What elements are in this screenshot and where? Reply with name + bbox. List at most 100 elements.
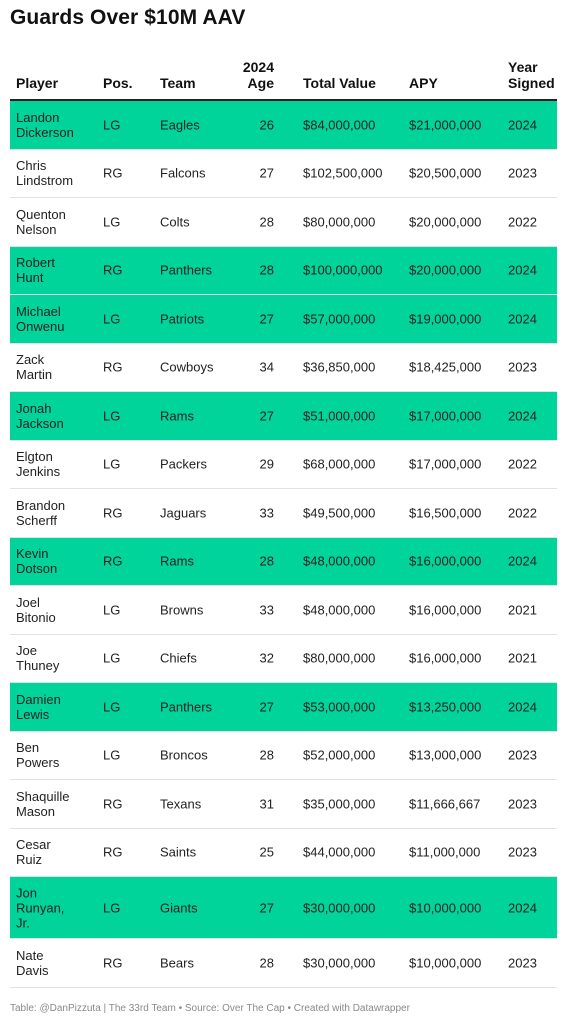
table-row: Cesar Ruiz RG Saints 25 $44,000,000 $11,000,00… [10,829,557,877]
apy-cell: $17,000,000 [409,456,482,472]
total-value-cell: $30,000,000 [303,955,376,971]
player-name-last: Thuney [16,658,60,674]
player-name-first: Damien [16,691,61,707]
team-cell: Patriots [160,311,205,327]
age-cell: 27 [259,900,274,915]
table-title: Guards Over $10M AAV [10,6,246,29]
year-signed-cell: 2023 [508,796,537,812]
table-row: Michael Onwenu LG Patriots 27 $57,000,000 $19,… [10,295,557,344]
total-value-cell: $36,850,000 [303,359,376,375]
year-signed-cell: 2023 [508,844,537,860]
position-cell: RG [103,359,123,375]
apy-cell: $13,250,000 [409,699,482,715]
player-name: Jonah Jackson [16,401,88,431]
table-body: Landon Dickerson LG Eagles 26 $84,000,000 $21,… [10,101,557,988]
header-player[interactable]: Player [16,75,59,91]
table-header: Player Pos. Team 2024 Age Total Value AP… [10,56,557,101]
year-signed-cell: 2024 [508,900,537,915]
table-row: Zack Martin RG Cowboys 34 $36,850,000 $18,425,… [10,344,557,392]
total-value-cell: $35,000,000 [303,796,376,812]
header-age[interactable]: 2024 Age [226,59,274,91]
player-name-suffix: Jr. [16,915,30,930]
player-name: Chris Lindstrom [16,158,88,188]
age-cell: 33 [259,505,274,521]
header-age-line2: Age [247,75,274,91]
player-name-first: Nate [16,947,44,963]
player-name: Cesar Ruiz [16,837,88,867]
player-name-last: Dickerson [16,124,74,140]
player-name-first: Quenton [16,206,66,222]
player-name-last: Lewis [16,706,50,722]
player-name: Elgton Jenkins [16,449,88,479]
player-name: Brandon Scherff [16,498,88,528]
age-cell: 34 [259,359,274,375]
position-cell: RG [103,505,123,521]
team-cell: Panthers [160,699,213,715]
total-value-cell: $49,500,000 [303,505,376,521]
player-name-last: Nelson [16,221,57,237]
year-signed-cell: 2024 [508,311,537,327]
header-apy[interactable]: APY [409,75,438,91]
apy-cell: $20,500,000 [409,165,482,181]
age-cell: 28 [259,262,274,278]
table-row: Landon Dickerson LG Eagles 26 $84,000,000 $21,… [10,101,557,150]
header-age-line1: 2024 [242,59,274,75]
player-name-last: Mason [16,803,56,819]
player-name: Landon Dickerson [16,110,88,140]
team-cell: Eagles [160,117,200,133]
year-signed-cell: 2023 [508,747,537,763]
guards-table: Player Pos. Team 2024 Age Total Value AP… [10,56,557,988]
year-signed-cell: 2024 [508,699,537,715]
year-signed-cell: 2022 [508,456,537,472]
apy-cell: $11,000,000 [409,844,481,860]
player-name: Joe Thuney [16,643,88,673]
player-name-last: Bitonio [16,609,56,625]
player-name-first: Jonah [16,400,52,416]
age-cell: 27 [259,408,274,424]
total-value-cell: $51,000,000 [303,408,376,424]
position-cell: RG [103,553,123,569]
position-cell: LG [103,311,121,327]
table-row: Robert Hunt RG Panthers 28 $100,000,000 $20,00… [10,246,557,295]
player-name-first: Shaquille [16,788,70,804]
age-cell: 31 [259,796,274,812]
table-row: Elgton Jenkins LG Packers 29 $68,000,000 $17,0… [10,441,557,489]
player-name-last: Davis [16,962,49,978]
position-cell: RG [103,844,123,860]
player-name-last: Runyan, [16,900,65,915]
apy-cell: $16,000,000 [409,602,482,618]
player-name-first: Kevin [16,546,49,562]
year-signed-cell: 2021 [508,602,537,618]
header-total-value[interactable]: Total Value [303,75,376,91]
table-row: Joel Bitonio LG Browns 33 $48,000,000 $16,000,… [10,586,557,635]
header-team[interactable]: Team [160,75,196,91]
player-name-last: Scherff [16,512,57,528]
player-name-last: Onwenu [16,318,65,334]
total-value-cell: $102,500,000 [303,165,383,181]
total-value-cell: $52,000,000 [303,747,376,763]
apy-cell: $20,000,000 [409,214,482,230]
age-cell: 27 [259,699,274,715]
total-value-cell: $100,000,000 [303,262,383,278]
year-signed-cell: 2023 [508,359,537,375]
player-name-first: Michael [16,303,61,319]
team-cell: Rams [160,408,194,424]
table-footer-credit: Table: @DanPizzuta | The 33rd Team • Sou… [10,1003,410,1014]
player-name-last: Powers [16,755,60,771]
table-row: Brandon Scherff RG Jaguars 33 $49,500,000 $16,… [10,489,557,538]
apy-cell: $16,500,000 [409,505,482,521]
table-row: Kevin Dotson RG Rams 28 $48,000,000 $16,000,00… [10,537,557,586]
player-name-first: Brandon [16,497,66,513]
position-cell: RG [103,262,123,278]
header-position[interactable]: Pos. [103,75,133,91]
player-name: Damien Lewis [16,692,88,722]
total-value-cell: $80,000,000 [303,650,376,666]
table-row: Damien Lewis LG Panthers 27 $53,000,000 $13,25… [10,683,557,732]
team-cell: Saints [160,844,197,860]
year-signed-cell: 2023 [508,165,537,181]
header-year-signed[interactable]: Year Signed [508,59,555,91]
player-name-first: Zack [16,352,45,368]
apy-cell: $13,000,000 [409,747,482,763]
player-name: Ben Powers [16,740,88,770]
player-name: Nate Davis [16,948,88,978]
